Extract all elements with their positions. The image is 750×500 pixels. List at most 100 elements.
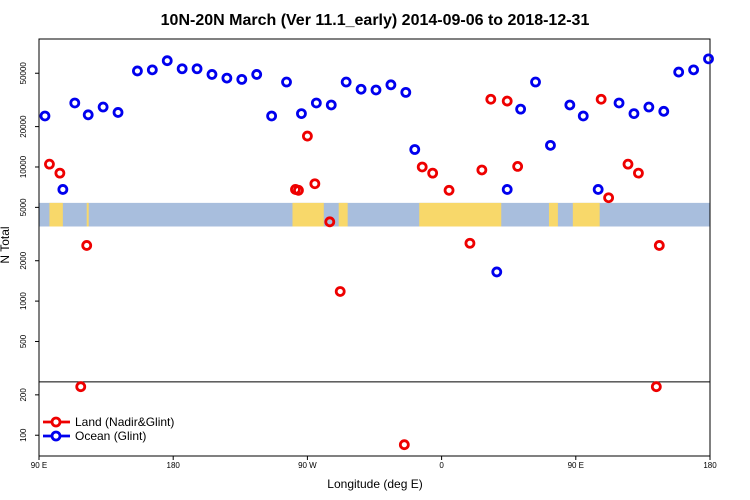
land-point — [54, 167, 66, 179]
ocean-point — [39, 110, 51, 122]
map-land — [419, 202, 502, 227]
ocean-point — [515, 103, 527, 115]
land-point — [416, 161, 428, 173]
x-tick-label: 90 W — [298, 461, 317, 470]
ocean-point — [112, 107, 124, 118]
legend-ocean-marker — [50, 430, 62, 442]
ocean-point — [97, 101, 109, 113]
ocean-point — [385, 79, 397, 91]
legend: Land (Nadir&Glint)Ocean (Glint) — [43, 415, 174, 443]
ocean-point — [400, 86, 412, 98]
y-axis-label: N Total — [0, 226, 12, 263]
ocean-point — [206, 69, 218, 80]
land-point — [485, 93, 497, 105]
ocean-point — [146, 64, 158, 76]
ocean-point — [643, 101, 655, 113]
x-axis: 90 E 180 90 W 0 90 E 180 — [31, 456, 717, 470]
land-point — [324, 216, 336, 228]
land-point — [309, 178, 321, 190]
land-point — [595, 93, 607, 105]
ocean-point — [673, 66, 685, 78]
land-point — [512, 161, 524, 172]
y-tick-label: 100 — [19, 428, 28, 442]
x-axis-label: Longitude (deg E) — [327, 477, 422, 491]
ocean-point — [501, 184, 513, 195]
y-tick-label: 2000 — [19, 251, 28, 269]
y-tick-label: 50000 — [19, 62, 28, 85]
land-point — [501, 95, 513, 107]
ocean-point — [281, 76, 292, 88]
ocean-point — [409, 144, 421, 155]
land-point — [75, 381, 87, 393]
x-tick-label: 90 E — [31, 461, 47, 470]
y-tick-label: 200 — [19, 388, 28, 402]
ocean-point — [545, 139, 556, 151]
x-tick-label: 180 — [703, 461, 717, 470]
land-point — [622, 158, 634, 170]
world-map-band — [39, 202, 710, 227]
map-land — [49, 202, 63, 227]
y-tick-label: 5000 — [19, 198, 28, 216]
ocean-point — [82, 109, 94, 121]
ocean-point — [340, 76, 352, 88]
map-ocean — [39, 202, 710, 227]
y-tick-label: 20000 — [19, 115, 28, 138]
x-tick-label: 180 — [167, 461, 181, 470]
ocean-point — [251, 69, 263, 80]
ocean-point — [266, 110, 278, 122]
y-tick-label: 1000 — [19, 292, 28, 310]
ocean-point — [310, 97, 322, 109]
ocean-point — [530, 76, 541, 88]
ocean-point — [221, 72, 233, 84]
legend-land-label: Land (Nadir&Glint) — [75, 415, 174, 429]
land-point — [443, 184, 455, 196]
ocean-point — [564, 99, 576, 111]
ocean-point — [703, 53, 714, 65]
ocean-point — [161, 55, 173, 67]
x-tick-label: 90 E — [568, 461, 584, 470]
land-point — [476, 164, 488, 176]
ocean-point — [296, 108, 307, 120]
land-point — [653, 240, 665, 251]
land-point — [633, 167, 644, 179]
land-point — [427, 167, 439, 179]
ocean-point — [592, 184, 604, 195]
ocean-point — [176, 63, 188, 75]
land-point — [603, 192, 615, 204]
ocean-point — [628, 108, 640, 120]
data-points — [39, 53, 714, 451]
ocean-point — [577, 110, 589, 122]
land-point — [81, 240, 93, 251]
ocean-point — [69, 97, 81, 109]
map-land — [548, 202, 558, 227]
y-tick-label: 10000 — [19, 155, 28, 178]
map-land — [86, 202, 89, 227]
chart-title: 10N-20N March (Ver 11.1_early) 2014-09-0… — [161, 12, 590, 29]
land-point — [44, 158, 55, 170]
ocean-point — [491, 266, 503, 278]
map-land — [572, 202, 600, 227]
land-point — [464, 237, 476, 249]
ocean-point — [191, 63, 203, 75]
ocean-point — [236, 73, 248, 85]
ocean-point — [658, 105, 670, 117]
ocean-point — [613, 97, 625, 109]
map-land — [338, 202, 348, 227]
ocean-point — [355, 83, 367, 95]
ocean-point — [370, 84, 382, 96]
land-point — [398, 439, 410, 451]
ocean-point — [132, 65, 143, 77]
ocean-point — [688, 64, 699, 76]
ocean-point — [57, 184, 69, 195]
legend-land-marker — [50, 416, 62, 428]
land-point — [650, 381, 662, 393]
land-point — [301, 130, 313, 142]
land-point — [293, 184, 304, 196]
land-point — [334, 286, 346, 297]
plot-frame — [38, 38, 711, 457]
legend-ocean-label: Ocean (Glint) — [75, 429, 146, 443]
y-axis: 100 200 500 1000 2000 5000 10000 20000 50000 — [19, 62, 39, 442]
ocean-point — [325, 99, 337, 111]
